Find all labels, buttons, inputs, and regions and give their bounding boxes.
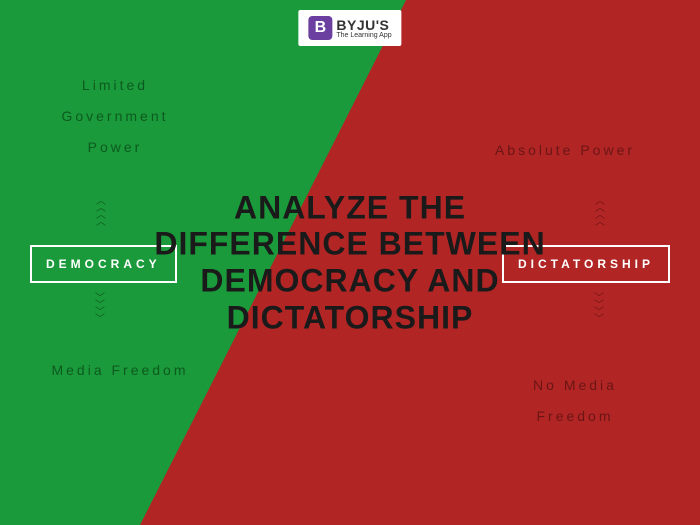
logo-brand: BYJU'S <box>336 18 391 32</box>
left-chevrons-down-icon: ﹀ ﹀ ﹀ ﹀ <box>95 295 106 323</box>
left-top-text: Limited Government Power <box>35 70 195 162</box>
logo-subtitle: The Learning App <box>336 32 391 39</box>
right-chevrons-up-icon: ﹀ ﹀ ﹀ ﹀ <box>594 195 605 223</box>
right-chevrons-down-icon: ﹀ ﹀ ﹀ ﹀ <box>594 295 605 323</box>
right-top-text: Absolute Power <box>450 135 680 166</box>
left-chevrons-up-icon: ﹀ ﹀ ﹀ ﹀ <box>95 195 106 223</box>
right-bottom-text: No Media Freedom <box>485 370 665 432</box>
logo-text-wrap: BYJU'S The Learning App <box>336 18 391 39</box>
brand-logo: B BYJU'S The Learning App <box>298 10 401 46</box>
left-bottom-text: Media Freedom <box>10 355 230 386</box>
logo-badge-letter: B <box>315 19 327 37</box>
main-title: ANALYZE THE DIFFERENCE BETWEEN DEMOCRACY… <box>140 189 560 336</box>
logo-badge: B <box>308 16 332 40</box>
